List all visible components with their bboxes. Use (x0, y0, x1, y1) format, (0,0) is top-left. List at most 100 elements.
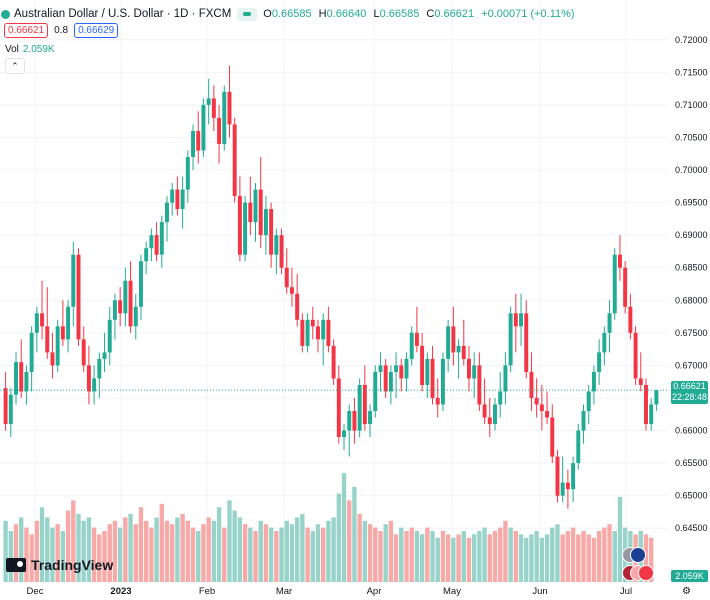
volume-bar (576, 534, 581, 582)
volume-bar (190, 527, 196, 582)
volume-bar (440, 531, 446, 582)
candle-body (373, 371, 378, 411)
price-axis[interactable]: 0.72000 0.71500 0.71000 0.70500 0.70000 0.695… (675, 35, 708, 533)
volume-bar (602, 527, 607, 582)
candle-body (227, 91, 232, 125)
volume-bar (232, 510, 237, 582)
volume-bar (378, 531, 383, 582)
high-value: 0.66640 (326, 8, 367, 20)
volume-bar (279, 527, 284, 582)
volume-bar (409, 527, 414, 582)
legend-header: Australian Dollar / U.S. Dollar · 1D · F… (1, 6, 579, 22)
spread-value: 0.8 (54, 25, 69, 36)
price-tick-label: 0.67500 (675, 328, 708, 338)
candle-body (513, 313, 518, 327)
price-tick-label: 0.70000 (675, 165, 708, 175)
volume-bar (487, 534, 492, 582)
currency-flags[interactable] (622, 547, 654, 581)
volume-bar (222, 527, 227, 582)
price-tick-label: 0.66000 (675, 426, 708, 436)
volume-bar (399, 527, 404, 582)
volume-bar (445, 534, 451, 582)
settings-gear-icon[interactable]: ⚙ (682, 586, 691, 597)
volume-bar (34, 520, 40, 582)
volume-bar (388, 520, 394, 582)
volume-bar (138, 507, 144, 582)
candle-body (269, 209, 274, 255)
price-tick-label: 0.72000 (675, 35, 708, 45)
volume-bar (331, 517, 336, 582)
volume-bar (544, 534, 550, 582)
candle-body (55, 326, 60, 366)
volume-bar (310, 531, 315, 582)
volume-bar (503, 520, 508, 582)
volume-bar (263, 524, 269, 582)
volume-bar (482, 527, 487, 582)
volume-bar (393, 534, 399, 582)
candle-body (138, 261, 143, 307)
candle-body (477, 365, 482, 405)
volume-bar (367, 524, 373, 582)
candle-body (102, 352, 107, 359)
candle-body (133, 306, 138, 327)
market-status-icon (1, 9, 10, 19)
volume-bar (29, 534, 34, 582)
high-label: H (318, 8, 327, 20)
aud-flag-icon (630, 547, 646, 563)
time-axis[interactable]: Dec 2023 Feb Mar Apr May Jun Jul (27, 586, 633, 597)
symbol-title[interactable]: Australian Dollar / U.S. Dollar · 1D · F… (14, 8, 232, 20)
candle-body (342, 430, 346, 438)
volume-bar (596, 531, 602, 582)
candle-body (508, 313, 513, 366)
candle-body (76, 254, 81, 340)
candle-body (352, 411, 357, 431)
candle-body (180, 189, 185, 210)
volume-bar (71, 500, 76, 582)
candle-body (331, 345, 336, 379)
volume-bar (102, 531, 107, 582)
volume-bar (76, 514, 81, 582)
candle-body (336, 378, 341, 438)
sell-button[interactable]: 0.66621 (4, 23, 49, 38)
volume-bar (216, 507, 222, 582)
volume-bar (425, 527, 430, 582)
candle-body (40, 313, 45, 327)
time-tick-label: Feb (199, 586, 215, 597)
visibility-toggle-icon[interactable] (237, 7, 258, 21)
tradingview-logo[interactable]: TradingView (6, 557, 113, 573)
volume-bar (294, 517, 300, 582)
candle-body (435, 397, 440, 405)
candle-body (321, 319, 326, 340)
candle-body (493, 404, 497, 425)
candle-body (196, 130, 201, 151)
candle-body (368, 411, 373, 425)
volume-bar (612, 531, 617, 582)
tradingview-logo-icon (6, 558, 26, 572)
volume-label: Vol (5, 44, 19, 55)
volume-bar (529, 534, 534, 582)
candle-body (50, 352, 55, 366)
candle-body (503, 365, 508, 392)
volume-legend[interactable]: Vol 2.059K (5, 44, 55, 55)
volume-bar (112, 520, 118, 582)
buy-button[interactable]: 0.66629 (74, 23, 119, 38)
candle-body (154, 235, 159, 255)
volume-bar (3, 520, 8, 582)
candle-body (623, 267, 628, 307)
collapse-legend-button[interactable]: ⌃ (5, 58, 25, 74)
candle-body (305, 319, 310, 346)
candle-body (524, 313, 529, 372)
close-label: C (426, 8, 435, 20)
candle-body (289, 287, 294, 294)
volume-bar (50, 527, 55, 582)
candle-body (232, 124, 237, 197)
volume-bar (227, 500, 232, 582)
candle-body (633, 332, 638, 379)
candle-body (378, 365, 383, 372)
candle-body (295, 293, 300, 320)
volume-value: 2.059K (22, 44, 55, 55)
volume-bar (149, 527, 154, 582)
candle-body (14, 362, 18, 395)
volume-bar (430, 531, 435, 582)
